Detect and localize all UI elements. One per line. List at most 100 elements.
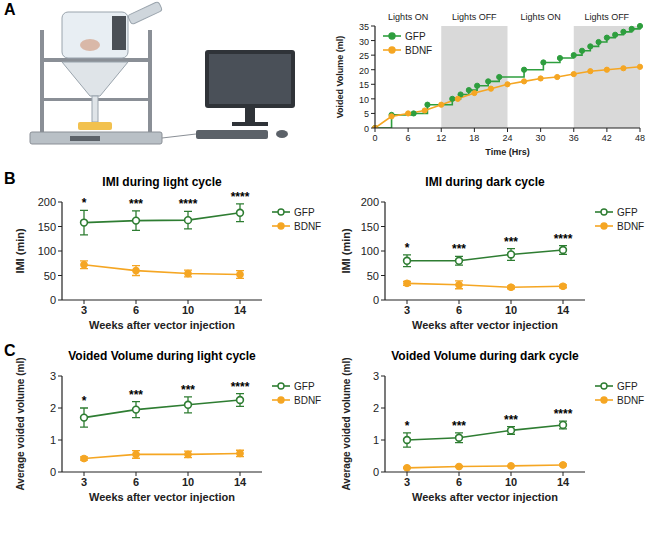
- error-bar: [132, 266, 140, 276]
- data-point: [185, 401, 192, 408]
- legend-label: BDNF: [294, 221, 321, 232]
- significance-label: ****: [554, 407, 573, 421]
- data-point: [521, 79, 526, 84]
- chart-title: Voided Volume during dark cycle: [391, 349, 579, 363]
- data-point: [237, 209, 244, 216]
- y-tick-label: 100: [361, 245, 379, 257]
- legend-label: GFP: [617, 207, 638, 218]
- y-axis-title: Average voided volume (ml): [341, 358, 352, 491]
- y-tick-label: 25: [359, 51, 369, 61]
- y-tick: [381, 440, 385, 441]
- y-tick: [381, 472, 385, 473]
- period-label: Lights ON: [521, 12, 561, 22]
- stand-bar: [40, 58, 152, 62]
- significance-label: ***: [129, 197, 143, 211]
- y-tick: [371, 128, 375, 129]
- y-tick-label: 0: [373, 466, 379, 478]
- data-point: [613, 32, 618, 37]
- error-bar: [507, 249, 515, 261]
- mouse: [80, 39, 100, 51]
- figure: ABC051015202530350612182430364248Time (H…: [0, 0, 661, 538]
- error-bar: [80, 210, 88, 235]
- data-point: [560, 283, 567, 290]
- data-point: [629, 26, 634, 31]
- data-point: [81, 261, 88, 268]
- x-axis-title: Weeks after vector injection: [89, 491, 235, 503]
- y-axis-title: IMI (min): [14, 228, 26, 274]
- data-point: [81, 414, 88, 421]
- panel-letter: C: [4, 342, 16, 359]
- chart: 0123361014Voided Volume during light cyc…: [15, 349, 321, 503]
- legend-marker: [601, 209, 607, 215]
- y-tick: [58, 440, 62, 441]
- data-point: [596, 39, 601, 44]
- data-point: [466, 88, 471, 93]
- error-bar: [455, 256, 463, 265]
- data-point: [185, 217, 192, 224]
- y-tick: [58, 408, 62, 409]
- significance-label: ***: [181, 383, 195, 397]
- legend: GFPBDNF: [595, 381, 644, 406]
- y-tick: [381, 202, 385, 203]
- x-tick-label: 48: [635, 133, 645, 143]
- x-tick: [408, 128, 409, 132]
- chart: 051015202530350612182430364248Time (Hrs)…: [335, 12, 645, 157]
- data-point: [557, 55, 562, 60]
- x-tick-label: 42: [602, 133, 612, 143]
- y-tick-label: 150: [361, 221, 379, 233]
- data-point: [456, 463, 463, 470]
- significance-label: ***: [504, 235, 518, 249]
- balance: [30, 132, 162, 144]
- monitor-screen: [209, 54, 291, 104]
- monitor-stand: [245, 108, 255, 122]
- legend: GFPBDNF: [272, 381, 321, 406]
- y-axis-title: Average voided volume (ml): [15, 358, 26, 491]
- x-tick: [640, 128, 641, 132]
- monitor: [205, 50, 295, 108]
- y-tick: [58, 202, 62, 203]
- data-point: [508, 463, 515, 470]
- data-point: [425, 102, 430, 107]
- legend-label: GFP: [294, 207, 315, 218]
- data-point: [185, 270, 192, 277]
- x-tick-label: 12: [436, 133, 446, 143]
- legend-marker: [278, 209, 284, 215]
- error-bar: [403, 255, 411, 267]
- legend-label: BDNF: [617, 221, 644, 232]
- data-point: [411, 111, 416, 116]
- x-tick-label: 0: [372, 133, 377, 143]
- data-point: [538, 76, 543, 81]
- balance-display: [70, 136, 100, 141]
- significance-label: ****: [554, 232, 573, 246]
- error-bar: [184, 451, 192, 457]
- y-tick-label: 50: [44, 270, 56, 282]
- error-bar: [80, 408, 88, 427]
- funnel-tube: [92, 96, 98, 122]
- legend: GFPBDNF: [383, 31, 432, 56]
- significance-label: *: [82, 394, 87, 408]
- x-tick-label: 6: [133, 304, 139, 316]
- x-tick: [441, 128, 442, 132]
- plot-area: [372, 23, 642, 128]
- stand-post: [40, 30, 44, 142]
- y-tick-label: 0: [50, 294, 56, 306]
- x-tick-label: 36: [569, 133, 579, 143]
- y-tick-label: 15: [359, 80, 369, 90]
- data-point: [404, 464, 411, 471]
- legend-marker: [601, 223, 607, 229]
- legend-marker: [389, 47, 395, 53]
- y-tick: [371, 113, 375, 114]
- series-line: [407, 250, 563, 261]
- legend-label: BDNF: [617, 395, 644, 406]
- data-point: [521, 67, 526, 72]
- x-tick-label: 30: [536, 133, 546, 143]
- y-tick: [58, 376, 62, 377]
- y-tick: [58, 275, 62, 276]
- x-axis-title: Weeks after vector injection: [89, 319, 235, 331]
- data-point: [237, 450, 244, 457]
- data-point: [455, 96, 460, 101]
- legend-label: BDNF: [294, 395, 321, 406]
- data-point: [404, 257, 411, 264]
- data-point: [389, 114, 394, 119]
- error-bar: [236, 394, 244, 407]
